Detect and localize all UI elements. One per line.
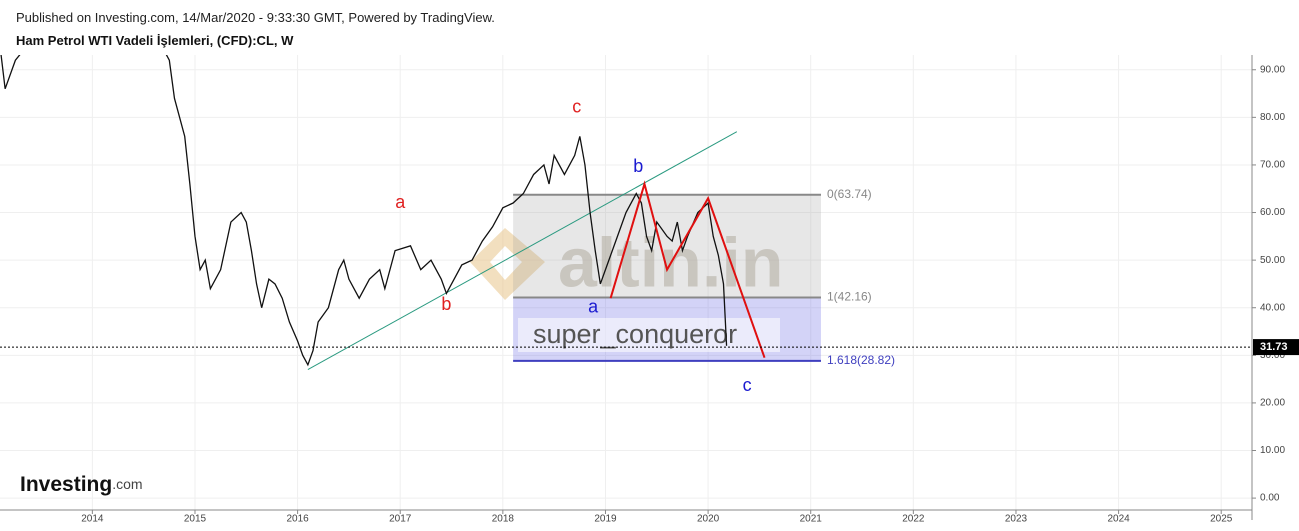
x-tick-label: 2017 — [389, 514, 412, 525]
wave-label: b — [633, 156, 643, 176]
y-tick-label: 10.00 — [1260, 445, 1285, 456]
published-note: Published on Investing.com, 14/Mar/2020 … — [16, 10, 495, 25]
fib-label: 1.618(28.82) — [827, 353, 895, 367]
y-tick-label: 70.00 — [1260, 160, 1285, 171]
x-tick-label: 2021 — [800, 514, 823, 525]
y-tick-label: 60.00 — [1260, 207, 1285, 218]
fib-zone — [513, 194, 821, 298]
y-tick-label: 90.00 — [1260, 64, 1285, 75]
wave-label: b — [441, 294, 451, 314]
wave-label: c — [743, 375, 752, 395]
y-tick-label: 80.00 — [1260, 112, 1285, 123]
watermark-logo — [470, 228, 545, 300]
fib-label: 1(42.16) — [827, 290, 872, 304]
last-price-label: 31.73 — [1260, 341, 1288, 353]
y-tick-label: 40.00 — [1260, 302, 1285, 313]
x-tick-label: 2020 — [697, 514, 720, 525]
trendline — [307, 131, 738, 371]
x-tick-label: 2018 — [492, 514, 515, 525]
x-tick-label: 2022 — [902, 514, 925, 525]
wave-label: a — [588, 296, 599, 316]
y-tick-label: 0.00 — [1260, 493, 1280, 504]
y-tick-label: 20.00 — [1260, 398, 1285, 409]
y-tick-label: 50.00 — [1260, 255, 1285, 266]
wave-zigzag — [609, 180, 766, 359]
author-box — [518, 318, 780, 352]
logo-suffix: .com — [112, 476, 142, 492]
last-price-box — [1253, 339, 1299, 356]
x-tick-label: 2023 — [1005, 514, 1028, 525]
symbol-title: Ham Petrol WTI Vadeli İşlemleri, (CFD):C… — [16, 33, 294, 48]
y-tick-label: 30.00 — [1260, 350, 1285, 361]
x-tick-label: 2014 — [81, 514, 104, 525]
fib-label: 0(63.74) — [827, 187, 872, 201]
x-tick-label: 2016 — [286, 514, 309, 525]
logo: Investing.com — [20, 473, 143, 496]
author-text: super_conqueror — [533, 319, 737, 349]
x-tick-label: 2025 — [1210, 514, 1233, 525]
wave-label: a — [395, 192, 406, 212]
x-tick-label: 2019 — [594, 514, 617, 525]
wave-label: c — [572, 97, 581, 117]
x-tick-label: 2015 — [184, 514, 207, 525]
x-tick-label: 2024 — [1107, 514, 1130, 525]
logo-brand: Investing — [20, 473, 112, 496]
